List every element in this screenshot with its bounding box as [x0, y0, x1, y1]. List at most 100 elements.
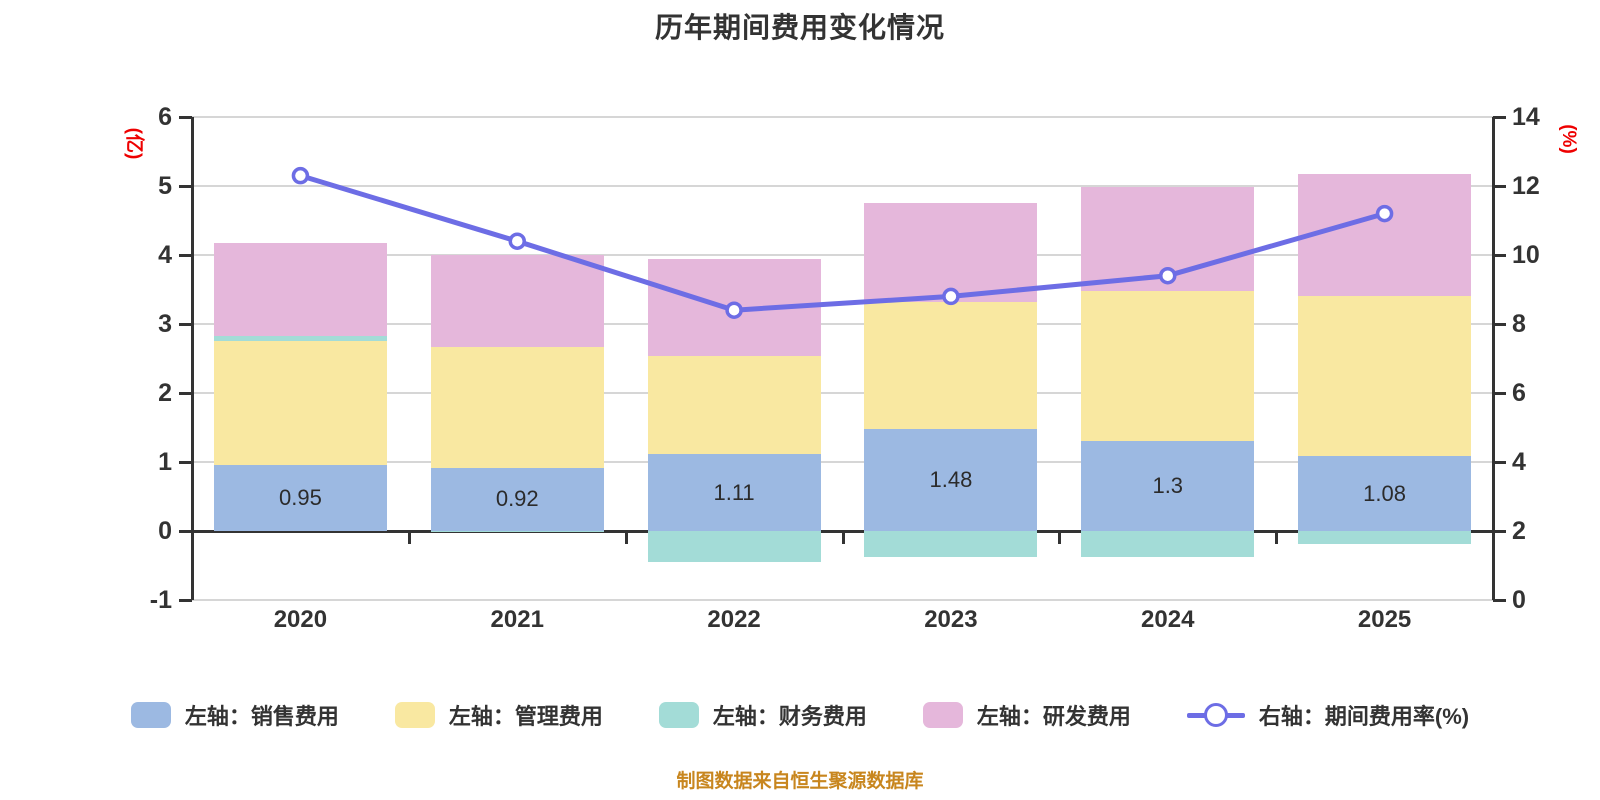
legend-label: 左轴：销售费用	[184, 704, 339, 729]
x-axis-category-label: 2022	[707, 606, 761, 633]
bar-segment[interactable]	[213, 465, 387, 531]
legend-item[interactable]: 右轴：期间费用率(%)	[1186, 699, 1470, 731]
left-axis-tick-label: 2	[158, 379, 172, 407]
left-axis-tick	[179, 116, 192, 119]
x-axis-tick	[1058, 531, 1062, 544]
bar-segment[interactable]	[647, 355, 821, 455]
left-axis-tick-label: 4	[158, 241, 172, 269]
right-axis-tick-label: 10	[1512, 241, 1540, 269]
left-axis-tick	[179, 599, 192, 602]
legend-line-marker-icon	[1186, 702, 1245, 728]
x-axis-category-label: 2023	[924, 606, 978, 633]
right-axis-tick	[1493, 392, 1506, 395]
bar-value-label: 0.92	[495, 486, 539, 512]
x-axis-tick	[407, 531, 411, 544]
bar-segment[interactable]	[1081, 531, 1255, 558]
legend-label: 左轴：研发费用	[976, 704, 1131, 729]
x-axis-tick	[1275, 531, 1279, 544]
bar-segment[interactable]	[213, 242, 387, 337]
bar-segment[interactable]	[864, 203, 1038, 302]
left-axis-tick	[179, 254, 192, 257]
bar-segment[interactable]	[1081, 186, 1255, 291]
bar-segment[interactable]	[430, 467, 604, 531]
bar-segment[interactable]	[213, 340, 387, 466]
bar-segment[interactable]	[1298, 531, 1472, 545]
x-axis-category-label: 2020	[273, 606, 328, 633]
left-axis-line	[191, 117, 194, 600]
bar-value-label: 1.3	[1152, 473, 1184, 499]
bar-segment[interactable]	[430, 346, 604, 468]
right-axis-tick	[1493, 323, 1506, 326]
bar-segment[interactable]	[647, 531, 821, 563]
x-axis-tick	[624, 531, 628, 544]
legend-swatch-icon	[394, 702, 435, 728]
right-axis-tick	[1493, 530, 1506, 533]
right-axis-tick-label: 12	[1512, 172, 1540, 200]
bar-segment[interactable]	[1298, 174, 1472, 297]
x-axis-category-label: 2024	[1141, 606, 1195, 633]
gridline	[192, 461, 1493, 463]
legend-item[interactable]: 左轴：管理费用	[394, 699, 603, 731]
left-axis-tick	[179, 323, 192, 326]
left-axis-tick	[179, 461, 192, 464]
left-axis-tick	[179, 392, 192, 395]
bar-value-label: 1.48	[929, 466, 973, 492]
source-note: 制图数据来自恒生聚源数据库	[676, 771, 924, 792]
bar-segment[interactable]	[430, 531, 604, 533]
legend-item[interactable]: 左轴：财务费用	[658, 699, 867, 731]
gridline	[192, 116, 1493, 118]
left-axis-tick-label: 1	[158, 448, 172, 476]
legend-swatch-icon	[130, 702, 171, 728]
gridline	[192, 323, 1493, 325]
legend-swatch-icon	[922, 702, 963, 728]
legend: 左轴：销售费用 左轴：管理费用 左轴：财务费用 左轴：研发费用 右轴：期间费用率(%)	[0, 699, 1600, 731]
bar-segment[interactable]	[213, 336, 387, 341]
bar-value-label: 1.11	[713, 479, 755, 505]
bar-segment[interactable]	[1298, 296, 1472, 457]
bar-segment[interactable]	[864, 428, 1038, 531]
legend-label: 左轴：管理费用	[448, 704, 603, 729]
right-axis-tick	[1493, 599, 1506, 602]
x-axis-tick	[841, 531, 845, 544]
legend-label: 左轴：财务费用	[712, 704, 867, 729]
bar-value-label: 0.95	[278, 485, 322, 511]
right-axis-tick-label: 8	[1512, 310, 1526, 338]
left-axis-tick-label: 3	[158, 310, 172, 338]
right-axis-tick	[1493, 254, 1506, 257]
left-axis-tick-label: 5	[158, 172, 172, 200]
bar-segment[interactable]	[647, 454, 821, 531]
bar-segment[interactable]	[864, 531, 1038, 558]
bar-value-label: 1.08	[1363, 480, 1406, 506]
bar-segment[interactable]	[430, 255, 604, 347]
bar-segment[interactable]	[647, 259, 821, 356]
legend-line-dot	[1203, 703, 1228, 727]
right-axis-tick	[1493, 116, 1506, 119]
bar-segment[interactable]	[864, 301, 1038, 429]
legend-swatch-icon	[658, 702, 699, 728]
rate-line-point[interactable]	[508, 232, 526, 250]
rate-line-point[interactable]	[291, 166, 310, 185]
right-axis-tick-label: 4	[1512, 448, 1526, 476]
chart-title: 历年期间费用变化情况	[654, 12, 945, 43]
legend-item[interactable]: 左轴：研发费用	[922, 699, 1131, 731]
left-axis-tick-label: 6	[158, 103, 172, 131]
bar-segment[interactable]	[1298, 456, 1472, 531]
right-axis-tick	[1493, 461, 1506, 464]
left-axis-tick	[179, 530, 192, 533]
right-axis-tick-label: 0	[1512, 586, 1526, 614]
x-axis-category-label: 2025	[1357, 606, 1412, 633]
right-axis-tick-label: 2	[1512, 517, 1526, 545]
right-axis-tick-label: 6	[1512, 379, 1526, 407]
left-axis-tick	[179, 185, 192, 188]
bar-segment[interactable]	[1081, 290, 1255, 442]
left-axis-tick-label: 0	[158, 517, 172, 545]
legend-label: 右轴：期间费用率(%)	[1258, 704, 1470, 729]
right-axis-tick-label: 14	[1512, 103, 1540, 131]
right-axis-tick	[1493, 185, 1506, 188]
x-axis-category-label: 2021	[490, 606, 544, 633]
legend-item[interactable]: 左轴：销售费用	[130, 699, 339, 731]
bar-segment[interactable]	[1081, 441, 1255, 531]
gridline	[192, 392, 1493, 394]
right-axis-line	[1492, 117, 1495, 600]
